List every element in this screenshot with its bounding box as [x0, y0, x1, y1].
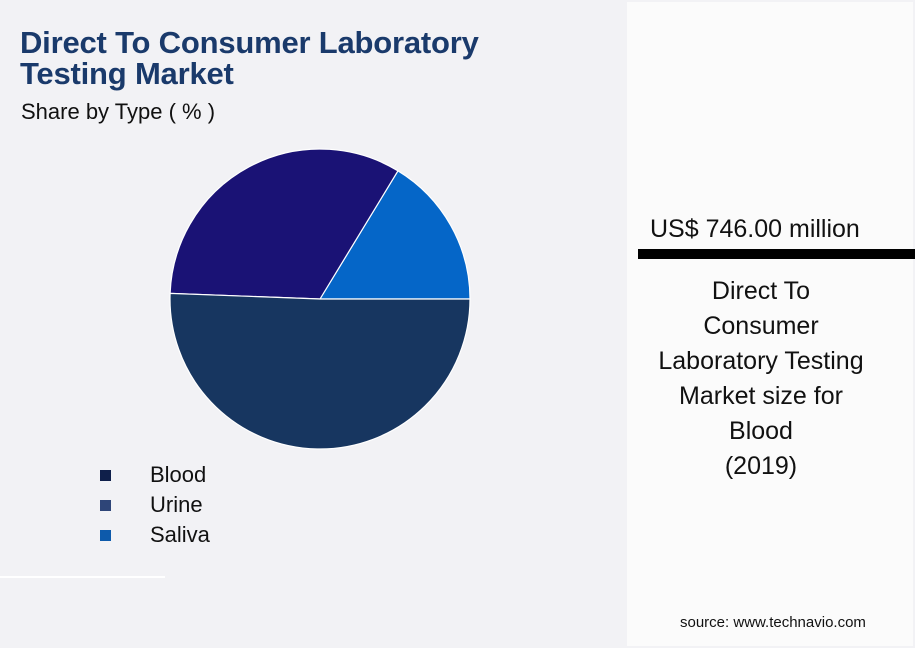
legend-item-blood: Blood: [100, 460, 210, 490]
legend-label: Blood: [150, 462, 207, 487]
title-line-2: Testing Market: [20, 56, 234, 91]
source-credit: source: www.technavio.com: [680, 614, 866, 631]
kpi-divider-bar: [638, 249, 915, 259]
legend-item-saliva: Saliva: [100, 520, 210, 550]
title-line-1: Direct To Consumer Laboratory: [20, 25, 479, 60]
kpi-desc-line: Direct To: [711, 277, 811, 305]
legend-swatch-blood: [100, 469, 111, 481]
kpi-desc-line: (2019): [724, 452, 798, 480]
pie-slice-saliva: [318, 170, 471, 300]
kpi-panel: [627, 2, 913, 646]
legend-swatch-saliva: [100, 529, 111, 541]
chart-legend: Blood Urine Saliva: [100, 460, 210, 550]
legend-label: Saliva: [150, 522, 210, 547]
divider: [0, 576, 165, 578]
kpi-desc-line: Consumer: [703, 312, 819, 340]
kpi-desc-line: Blood: [729, 417, 793, 445]
chart-subtitle: Share by Type ( % ): [21, 99, 216, 124]
legend-label: Urine: [150, 492, 203, 517]
kpi-description: Direct To Consumer Laboratory Testing Ma…: [630, 274, 892, 484]
kpi-desc-line: Market size for: [679, 382, 843, 410]
kpi-value: US$ 746.00 million: [650, 215, 860, 243]
pie-slice-urine: [169, 148, 399, 300]
legend-item-urine: Urine: [100, 490, 210, 520]
pie-slice-blood: [169, 292, 471, 450]
pie-chart: [169, 148, 471, 450]
legend-swatch-urine: [100, 499, 111, 511]
kpi-desc-line: Laboratory Testing: [658, 347, 864, 375]
page-title: Direct To Consumer Laboratory Testing Ma…: [20, 27, 540, 89]
